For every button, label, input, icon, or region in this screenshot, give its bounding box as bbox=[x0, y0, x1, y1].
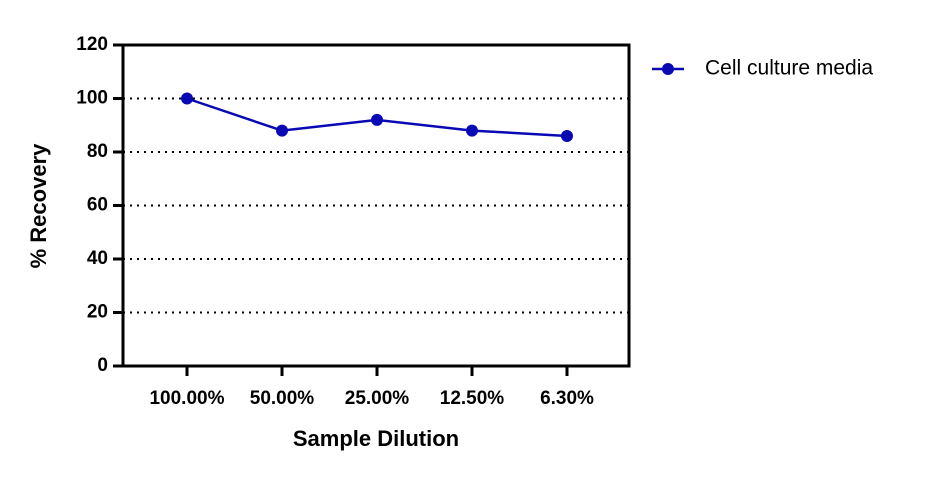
data-point bbox=[276, 124, 288, 137]
x-tick-label: 6.30% bbox=[540, 388, 594, 409]
y-tick-label: 0 bbox=[97, 355, 108, 376]
y-tick-label: 40 bbox=[87, 248, 108, 269]
y-tick-label: 120 bbox=[76, 34, 108, 55]
legend-text: Cell culture media bbox=[705, 57, 873, 80]
y-axis-label: % Recovery bbox=[26, 143, 51, 269]
y-tick-label: 100 bbox=[76, 88, 108, 109]
legend-marker bbox=[662, 63, 674, 75]
data-point bbox=[466, 124, 478, 137]
data-point bbox=[371, 113, 383, 126]
data-point bbox=[181, 92, 193, 105]
y-tick-label: 80 bbox=[87, 141, 108, 162]
y-tick-label: 60 bbox=[87, 195, 108, 216]
y-tick-label: 20 bbox=[87, 302, 108, 323]
x-axis-label: Sample Dilution bbox=[293, 426, 459, 451]
data-point bbox=[561, 129, 573, 142]
x-tick-label: 50.00% bbox=[250, 388, 315, 409]
x-tick-label: 12.50% bbox=[440, 388, 505, 409]
x-tick-label: 100.00% bbox=[149, 388, 224, 409]
x-tick-label: 25.00% bbox=[345, 388, 410, 409]
